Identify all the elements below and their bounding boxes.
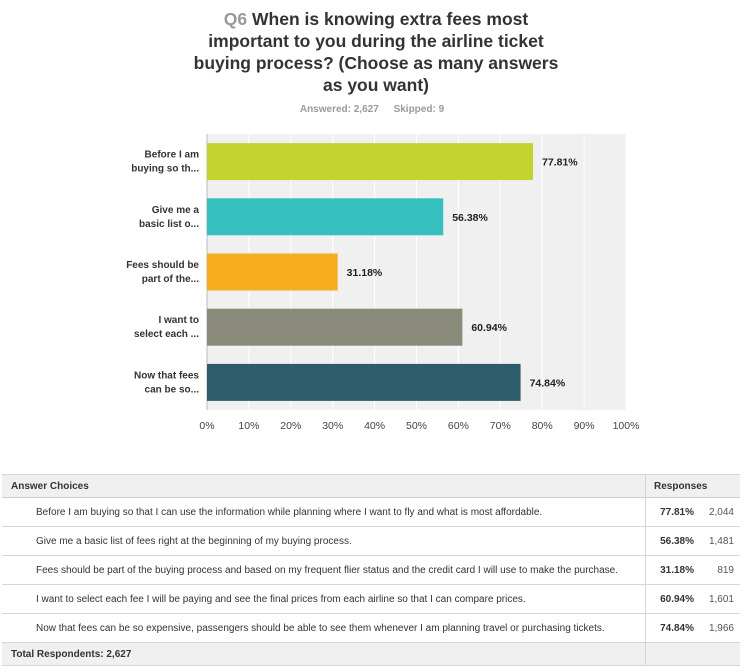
answer-choice-text: Give me a basic list of fees right at th…	[2, 526, 646, 556]
question-title: Q6 When is knowing extra fees most impor…	[190, 8, 562, 96]
table-header-row: Answer Choices Responses	[2, 474, 740, 498]
bar-chart: 0% 10% 20% 30% 40% 50% 60% 70% 80% 90% 100% 77.81% B…	[126, 134, 640, 432]
category-label: Fees should be part of the...	[126, 260, 199, 285]
table-row: Give me a basic list of fees right at th…	[2, 526, 740, 556]
response-count: 1,601	[698, 584, 740, 614]
category-label: Before I am buying so th...	[131, 150, 199, 175]
x-tick-label: 10%	[238, 420, 259, 432]
table-row: Before I am buying so that I can use the…	[2, 497, 740, 527]
x-tick-label: 30%	[322, 420, 343, 432]
question-number: Q6	[223, 9, 248, 29]
category-label-line: Fees should be	[126, 260, 199, 271]
bar	[207, 198, 444, 236]
response-stats: Answered: 2,627 Skipped: 9	[0, 104, 744, 115]
answer-choice-text: Before I am buying so that I can use the…	[2, 497, 646, 527]
bar-value-label: 56.38%	[452, 212, 488, 224]
bar	[207, 253, 338, 291]
bar	[207, 363, 521, 401]
category-label: Now that fees can be so...	[134, 370, 199, 395]
x-tick-label: 40%	[364, 420, 385, 432]
category-label: Give me a basic list o...	[139, 205, 199, 230]
x-tick-label: 100%	[613, 420, 640, 432]
answer-choice-text: Now that fees can be so expensive, passe…	[2, 613, 646, 643]
response-percent: 31.18%	[645, 555, 698, 585]
response-count: 1,481	[698, 526, 740, 556]
total-respondents: Total Respondents: 2,627	[2, 642, 646, 666]
total-row: Total Respondents: 2,627	[2, 642, 740, 666]
answer-choice-text: I want to select each fee I will be payi…	[2, 584, 646, 614]
category-label-line: can be so...	[145, 384, 200, 395]
skipped-count: Skipped: 9	[393, 104, 445, 115]
question-text: When is knowing extra fees most importan…	[193, 9, 559, 95]
response-percent: 74.84%	[645, 613, 698, 643]
category-label-line: part of the...	[142, 274, 199, 285]
response-percent: 60.94%	[645, 584, 698, 614]
x-tick-label: 50%	[406, 420, 427, 432]
x-tick-label: 0%	[199, 420, 214, 432]
answer-choice-text: Fees should be part of the buying proces…	[2, 555, 646, 585]
category-label: I want to select each ...	[134, 315, 199, 340]
header-answer-choices: Answer Choices	[2, 474, 646, 498]
category-label-line: Now that fees	[134, 370, 199, 381]
responses-table: Answer Choices Responses Before I am buy…	[2, 474, 740, 666]
x-tick-label: 60%	[448, 420, 469, 432]
header-responses: Responses	[645, 474, 740, 498]
category-label-line: Give me a	[152, 205, 200, 216]
category-label-line: Before I am	[145, 150, 200, 161]
table-row: Now that fees can be so expensive, passe…	[2, 613, 740, 643]
bar	[207, 308, 463, 346]
table-row: Fees should be part of the buying proces…	[2, 555, 740, 585]
category-label-line: buying so th...	[131, 164, 199, 175]
table-row: I want to select each fee I will be payi…	[2, 584, 740, 614]
response-count: 1,966	[698, 613, 740, 643]
bar-value-label: 60.94%	[471, 322, 507, 334]
x-tick-label: 80%	[532, 420, 553, 432]
response-percent: 56.38%	[645, 526, 698, 556]
x-tick-label: 90%	[574, 420, 595, 432]
total-blank-cell	[645, 642, 740, 666]
response-percent: 77.81%	[645, 497, 698, 527]
response-count: 2,044	[698, 497, 740, 527]
answered-count: Answered: 2,627	[299, 104, 379, 115]
bar-value-label: 74.84%	[530, 377, 566, 389]
bar-value-label: 77.81%	[542, 157, 578, 169]
bar	[207, 143, 534, 181]
category-label-line: basic list o...	[139, 219, 199, 230]
category-label-line: I want to	[158, 315, 199, 326]
response-count: 819	[698, 555, 740, 585]
category-label-line: select each ...	[134, 329, 199, 340]
x-tick-label: 70%	[490, 420, 511, 432]
bar-value-label: 31.18%	[347, 267, 383, 279]
x-tick-label: 20%	[280, 420, 301, 432]
